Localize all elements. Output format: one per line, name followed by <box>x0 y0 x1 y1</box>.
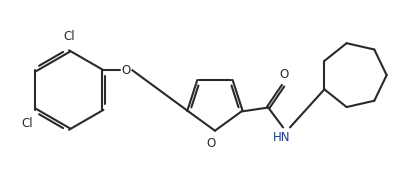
Text: Cl: Cl <box>63 30 75 43</box>
Text: O: O <box>279 68 289 81</box>
Text: Cl: Cl <box>21 117 33 130</box>
Text: O: O <box>122 64 131 77</box>
Text: HN: HN <box>273 131 291 144</box>
Text: O: O <box>206 137 216 150</box>
